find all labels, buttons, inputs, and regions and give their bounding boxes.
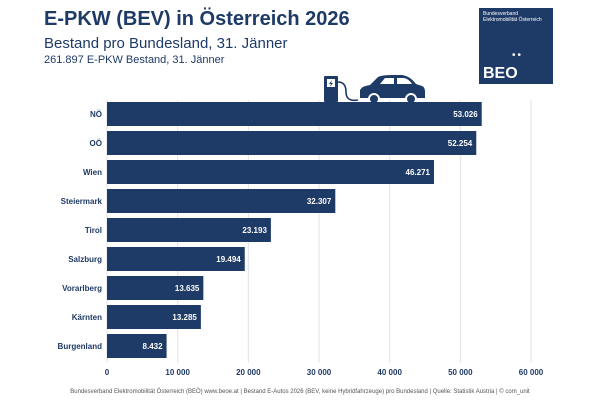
category-label: Wien: [83, 168, 102, 177]
category-label: Burgenland: [58, 342, 103, 351]
car-icon: [360, 75, 425, 105]
x-tick-label: 60 000: [519, 368, 544, 377]
value-label: 19.494: [216, 255, 241, 264]
charging-station-icon: [324, 76, 359, 102]
category-label: NÖ: [90, 110, 102, 119]
x-tick-label: 20 000: [236, 368, 261, 377]
value-label: 8.432: [143, 342, 164, 351]
chart-subtitle: Bestand pro Bundesland, 31. Jänner: [44, 35, 288, 52]
logo-org-name: Bundesverband Elektromobilität Österreic…: [483, 11, 542, 23]
bar: [107, 305, 201, 329]
footer-source: Bundesverband Elektromobilität Österreic…: [70, 389, 530, 395]
value-label: 23.193: [242, 226, 267, 235]
bar: [107, 160, 434, 184]
bar: [107, 131, 477, 155]
bar: [107, 276, 204, 300]
category-label: Vorarlberg: [62, 284, 102, 293]
logo-abbr: BEO: [483, 65, 518, 82]
bar-chart: 0 10 000 20 000 30 000 40 000 50 000 60 000 NÖ 5…: [58, 100, 544, 377]
bar: [107, 218, 271, 242]
bar: [107, 334, 167, 358]
category-label: OÖ: [90, 139, 102, 148]
value-label: 46.271: [406, 168, 431, 177]
bar: [107, 247, 245, 271]
beo-logo: Bundesverband Elektromobilität Österreic…: [479, 8, 556, 84]
x-tick-label: 40 000: [377, 368, 402, 377]
x-tick-label: 0: [105, 368, 110, 377]
total-line: 261.897 E-PKW Bestand, 31. Jänner: [44, 54, 225, 66]
x-tick-label: 30 000: [307, 368, 332, 377]
value-label: 52.254: [448, 139, 473, 148]
category-label: Kärnten: [72, 313, 102, 322]
category-label: Tirol: [85, 226, 102, 235]
x-tick-label: 50 000: [448, 368, 473, 377]
x-tick-label: 10 000: [165, 368, 190, 377]
logo-dots: ••: [512, 50, 524, 61]
chart-title: E-PKW (BEV) in Österreich 2026: [44, 8, 350, 30]
value-label: 13.635: [175, 284, 200, 293]
value-label: 53.026: [453, 110, 478, 119]
bar: [107, 102, 482, 126]
bar: [107, 189, 336, 213]
value-label: 13.285: [172, 313, 197, 322]
charging-car-illustration: [324, 75, 425, 105]
category-label: Salzburg: [68, 255, 102, 264]
value-label: 32.307: [307, 197, 332, 206]
category-label: Steiermark: [61, 197, 103, 206]
